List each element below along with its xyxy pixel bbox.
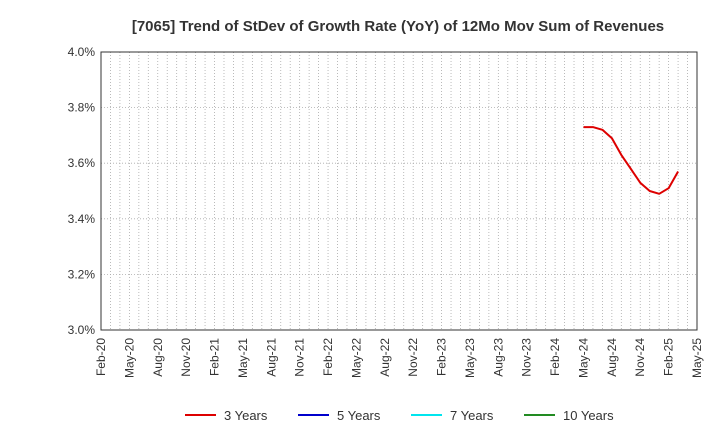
x-tick-label: Nov-22 <box>406 338 420 377</box>
series-line-3-years <box>583 126 679 195</box>
x-tick-label: Aug-20 <box>151 338 165 377</box>
x-tick-label: May-21 <box>236 338 250 378</box>
x-tick-label: Feb-22 <box>321 338 335 376</box>
legend-label-5-years: 5 Years <box>337 408 381 423</box>
x-tick-label: May-20 <box>122 338 136 378</box>
series-lines <box>583 126 679 195</box>
chart-title: [7065] Trend of StDev of Growth Rate (Yo… <box>132 18 664 35</box>
plot-area <box>100 51 698 331</box>
y-tick-label: 3.2% <box>68 267 96 281</box>
plot-border <box>100 51 698 331</box>
x-tick-label: May-22 <box>349 338 363 378</box>
x-tick-label: May-24 <box>576 338 590 378</box>
y-tick-label: 3.8% <box>68 101 96 115</box>
x-tick-label: Nov-21 <box>293 338 307 377</box>
legend-label-3-years: 3 Years <box>224 408 268 423</box>
plot-background <box>101 52 697 330</box>
x-tick-label: Feb-25 <box>662 338 676 376</box>
x-tick-label: Aug-24 <box>605 338 619 377</box>
y-tick-label: 3.0% <box>68 323 96 337</box>
x-tick-label: Aug-22 <box>378 338 392 377</box>
x-tick-label: May-23 <box>463 338 477 378</box>
y-tick-label: 4.0% <box>68 45 96 59</box>
x-tick-label: Feb-21 <box>208 338 222 376</box>
x-tick-label: Aug-23 <box>491 338 505 377</box>
y-tick-label: 3.4% <box>68 212 96 226</box>
x-tick-label: Feb-20 <box>94 338 108 376</box>
x-axis: Feb-20 May-20 Aug-20 Nov-20 Feb-21 May-21 Aug-… <box>94 338 704 378</box>
y-axis: 3.0% 3.2% 3.4% 3.6% 3.8% 4.0% <box>68 45 96 337</box>
legend-label-7-years: 7 Years <box>450 408 494 423</box>
y-tick-label: 3.6% <box>68 156 96 170</box>
x-tick-label: Nov-24 <box>633 338 647 377</box>
x-tick-label: Aug-21 <box>264 338 278 377</box>
legend-label-10-years: 10 Years <box>563 408 614 423</box>
x-tick-label: Feb-24 <box>548 338 562 376</box>
x-tick-label: Feb-23 <box>435 338 449 376</box>
x-tick-label: Nov-23 <box>520 338 534 377</box>
legend: 3 Years 5 Years 7 Years 10 Years <box>185 408 614 423</box>
x-tick-label: May-25 <box>690 338 704 378</box>
x-tick-label: Nov-20 <box>179 338 193 377</box>
